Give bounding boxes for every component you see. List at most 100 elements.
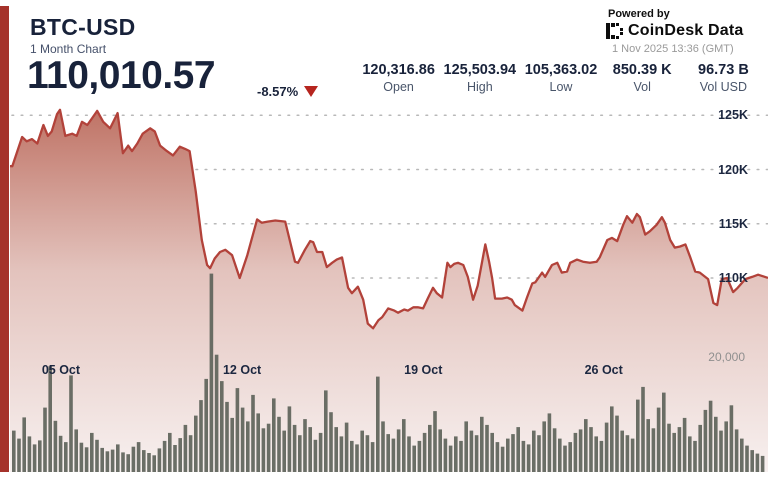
volume-bar	[58, 435, 63, 472]
volume-bar	[604, 422, 609, 472]
volume-bar	[350, 440, 354, 472]
triangle-down-icon	[304, 86, 319, 97]
stat-vol: 850.39 K Vol	[602, 62, 683, 94]
volume-bar	[246, 421, 250, 472]
volume-bar	[516, 427, 520, 472]
volume-bar	[173, 445, 177, 472]
volume-bar	[334, 427, 338, 472]
volume-bar	[620, 430, 624, 472]
volume-bar	[500, 446, 505, 472]
volume-bar	[407, 436, 411, 472]
volume-bar	[552, 428, 557, 472]
volume-bar	[636, 399, 640, 473]
volume-bar	[688, 436, 692, 472]
volume-bar	[272, 398, 276, 472]
volume-bar	[287, 406, 292, 472]
volume-bar	[84, 447, 89, 472]
volume-bar	[760, 455, 765, 472]
volume-bar	[625, 435, 630, 472]
volume-bar	[573, 432, 578, 472]
volume-bar	[537, 435, 541, 472]
volume-bar	[495, 442, 500, 472]
volume-bar	[199, 400, 203, 472]
volume-bar	[672, 432, 676, 472]
volume-bar	[428, 424, 432, 472]
volume-bar	[360, 430, 364, 472]
volume-bar	[542, 421, 546, 472]
volume-bar	[17, 438, 21, 472]
volume-bar	[308, 427, 312, 472]
volume-bar	[53, 420, 58, 472]
current-price: 110,010.57	[27, 54, 216, 97]
volume-bar	[719, 430, 723, 472]
volume-bar	[157, 448, 162, 472]
volume-bar	[714, 416, 718, 472]
powered-by-label: Powered by	[608, 8, 670, 20]
chart-range-subtitle: 1 Month Chart	[30, 42, 107, 56]
volume-bar	[298, 435, 302, 472]
volume-bar	[251, 394, 255, 472]
stat-low: 105,363.02 Low	[520, 62, 601, 94]
volume-bar	[454, 436, 458, 472]
volume-bar	[194, 415, 198, 472]
volume-bar	[547, 413, 552, 472]
volume-bar	[142, 450, 146, 472]
volume-bar	[168, 432, 172, 472]
coindesk-brand-name: CoinDesk Data	[628, 22, 744, 39]
volume-bar	[578, 429, 583, 472]
volume-bar	[755, 453, 760, 472]
volume-bar	[381, 421, 385, 472]
volume-bar	[677, 427, 682, 472]
volume-bar	[485, 424, 489, 472]
volume-bar	[100, 447, 104, 472]
volume-bar	[480, 416, 484, 472]
y-axis-tick-120K: 120K	[718, 162, 748, 177]
volume-bar	[396, 429, 401, 472]
price-change: -8.57%	[257, 84, 319, 99]
x-axis-tick-19-Oct: 19 Oct	[404, 363, 443, 377]
quote-timestamp: 1 Nov 2025 13:36 (GMT)	[612, 43, 734, 55]
volume-bar	[90, 432, 94, 472]
volume-bar	[355, 444, 359, 472]
volume-bar	[459, 440, 463, 472]
volume-bar	[32, 444, 37, 472]
volume-bar	[667, 423, 671, 472]
volume-bar	[152, 455, 156, 472]
volume-bar	[136, 442, 141, 472]
volume-bar	[682, 417, 687, 472]
volume-bar	[438, 429, 442, 472]
volume-bar	[318, 432, 323, 472]
volume-bar	[204, 378, 208, 472]
volume-bar	[95, 439, 99, 472]
volume-bar	[698, 424, 702, 472]
volume-bar	[79, 442, 84, 472]
volume-bar	[266, 423, 271, 472]
volume-bar	[376, 376, 380, 473]
volume-bar	[646, 419, 650, 472]
volume-bar	[521, 440, 526, 472]
coindesk-logo-icon	[606, 23, 623, 39]
volume-bar	[433, 411, 437, 472]
volume-bar	[532, 430, 536, 472]
coindesk-brand-link[interactable]: CoinDesk Data	[606, 22, 744, 40]
volume-bar	[12, 430, 16, 472]
stat-high: 125,503.94 High	[439, 62, 520, 94]
volume-bar	[610, 406, 614, 472]
price-change-percent: -8.57%	[257, 84, 299, 99]
volume-bar	[448, 445, 453, 472]
accent-strip	[0, 6, 9, 472]
volume-bar	[344, 422, 349, 472]
volume-bar	[324, 390, 328, 473]
volume-bar	[209, 273, 214, 472]
volume-bar	[147, 453, 151, 472]
volume-bar	[526, 444, 531, 472]
volume-bar	[188, 435, 193, 472]
volume-bar	[558, 438, 562, 472]
volume-bar	[225, 401, 229, 473]
volume-bar	[69, 375, 73, 472]
volume-bar	[292, 424, 297, 472]
volume-bar	[708, 400, 713, 472]
volume-bar	[183, 424, 188, 472]
volume-bar	[417, 440, 422, 472]
